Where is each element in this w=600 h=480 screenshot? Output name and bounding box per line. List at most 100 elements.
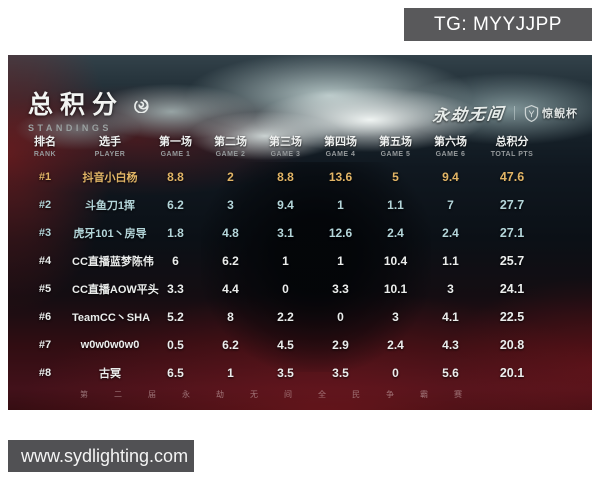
player-name-cell: 古冥	[99, 368, 121, 380]
column-header-game-1: 第一场 GAME 1	[148, 133, 203, 158]
column-header-zh: 第三场	[269, 136, 302, 148]
game-score-cell: 8.8	[277, 170, 294, 184]
column-header-en: TOTAL PTS	[490, 151, 534, 158]
game-score-cell: 10.4	[383, 254, 408, 268]
game-score-cell: 2.2	[277, 310, 294, 324]
standings-table-body: #1 抖音小白杨 8.8 2 8.8 13.6 5 9.4 47.6 #2 斗鱼刀1挥 6.2 3 9.4…	[8, 163, 592, 387]
game-score-cell: 1	[227, 366, 234, 380]
game-score-cell: 1.8	[167, 226, 184, 240]
standings-row: #8 古冥 6.5 1 3.5 3.5 0 5.6 20.1	[8, 359, 592, 387]
page-title: 总积分	[28, 91, 125, 119]
game-score-cell: 0	[282, 282, 289, 296]
game-score-cell: 2.9	[332, 338, 349, 352]
game-score-cell: 6.5	[167, 366, 184, 380]
player-name-cell: w0w0w0w0	[80, 339, 140, 351]
page-subtitle: STANDINGS	[28, 123, 112, 133]
column-header-zh: 总积分	[495, 136, 529, 148]
game-score-cell: 9.4	[277, 198, 294, 212]
rank-cell: #5	[38, 283, 52, 295]
website-watermark-text: www.sydlighting.com	[21, 445, 189, 466]
standings-header-row: 排名 RANK 选手 PLAYER 第一场 GAME 1 第二场 GAME 2 第三场 GAME …	[8, 133, 592, 158]
logo-divider	[514, 106, 515, 120]
game-score-cell: 4.5	[277, 338, 294, 352]
game-score-cell: 4.8	[222, 226, 239, 240]
game-score-cell: 2.4	[442, 226, 459, 240]
total-points-cell: 24.1	[499, 282, 525, 296]
rank-cell: #8	[38, 367, 52, 379]
game-score-cell: 10.1	[383, 282, 408, 296]
website-watermark-badge: www.sydlighting.com	[8, 440, 194, 472]
column-header-en: GAME 5	[380, 151, 411, 158]
game-score-cell: 7	[447, 198, 454, 212]
game-score-cell: 5	[392, 170, 399, 184]
player-name-cell: 抖音小白杨	[82, 172, 138, 184]
game-score-cell: 1	[337, 198, 344, 212]
column-header-game-4: 第四场 GAME 4	[313, 133, 368, 158]
game-score-cell: 3	[392, 310, 399, 324]
standings-row: #7 w0w0w0w0 0.5 6.2 4.5 2.9 2.4 4.3 20.8	[8, 331, 592, 359]
column-header-total-pts: 总积分 TOTAL PTS	[478, 133, 546, 158]
standings-row: #2 斗鱼刀1挥 6.2 3 9.4 1 1.1 7 27.7	[8, 191, 592, 219]
naraka-game-logo: 永劫无间	[431, 103, 506, 126]
game-score-cell: 0.5	[167, 338, 184, 352]
rank-cell: #2	[38, 199, 52, 211]
rank-cell: #7	[38, 339, 52, 351]
game-score-cell: 0	[337, 310, 344, 324]
game-score-cell: 6	[172, 254, 179, 268]
total-points-cell: 25.7	[499, 254, 525, 268]
column-header-zh: 选手	[99, 136, 121, 148]
total-points-cell: 20.8	[499, 338, 525, 352]
game-score-cell: 6.2	[222, 254, 239, 268]
swirl-icon	[134, 98, 149, 113]
column-header-zh: 第六场	[434, 136, 467, 148]
player-name-cell: 虎牙101丶房导	[73, 228, 147, 240]
total-points-cell: 27.1	[499, 226, 525, 240]
column-header-zh: 第一场	[159, 136, 192, 148]
game-score-cell: 4.1	[442, 310, 459, 324]
game-score-cell: 6.2	[222, 338, 239, 352]
shield-icon	[524, 104, 539, 122]
total-points-cell: 20.1	[499, 366, 525, 380]
game-score-cell: 3	[447, 282, 454, 296]
column-header-game-3: 第三场 GAME 3	[258, 133, 313, 158]
game-score-cell: 5.2	[167, 310, 184, 324]
game-score-cell: 3.3	[332, 282, 349, 296]
game-score-cell: 9.4	[442, 170, 459, 184]
game-score-cell: 3	[227, 198, 234, 212]
column-header-en: GAME 4	[325, 151, 356, 158]
game-score-cell: 1.1	[387, 198, 404, 212]
column-header-game-6: 第六场 GAME 6	[423, 133, 478, 158]
standings-row: #6 TeamCC丶SHA 5.2 8 2.2 0 3 4.1 22.5	[8, 303, 592, 331]
rank-cell: #6	[38, 311, 52, 323]
game-score-cell: 13.6	[328, 170, 353, 184]
game-score-cell: 3.1	[277, 226, 294, 240]
title-block: 总积分 STANDINGS	[28, 85, 149, 133]
game-score-cell: 3.5	[277, 366, 294, 380]
game-score-cell: 2	[227, 170, 234, 184]
standings-row: #1 抖音小白杨 8.8 2 8.8 13.6 5 9.4 47.6	[8, 163, 592, 191]
column-header-zh: 排名	[34, 136, 56, 148]
column-header-game-5: 第五场 GAME 5	[368, 133, 423, 158]
column-header-zh: 第四场	[324, 136, 357, 148]
column-header-en: PLAYER	[94, 151, 126, 158]
game-score-cell: 5.6	[442, 366, 459, 380]
column-header-zh: 第五场	[379, 136, 412, 148]
telegram-watermark-text: TG: MYYJJPP	[434, 13, 562, 35]
column-header-en: GAME 2	[215, 151, 246, 158]
game-score-cell: 2.4	[387, 226, 404, 240]
game-score-cell: 1.1	[442, 254, 459, 268]
rank-cell: #4	[38, 255, 52, 267]
standings-broadcast-graphic: 总积分 STANDINGS 永劫无间 惊鲵杯 排名 RANK 选手 PLAYER 第一场…	[8, 55, 592, 410]
event-cup-name: 惊鲵杯	[542, 108, 578, 120]
standings-row: #3 虎牙101丶房导 1.8 4.8 3.1 12.6 2.4 2.4 27.1	[8, 219, 592, 247]
game-score-cell: 1	[337, 254, 344, 268]
game-score-cell: 2.4	[387, 338, 404, 352]
game-score-cell: 1	[282, 254, 289, 268]
column-header-game-2: 第二场 GAME 2	[203, 133, 258, 158]
column-header-zh: 第二场	[214, 136, 247, 148]
player-name-cell: 斗鱼刀1挥	[84, 200, 136, 212]
rank-cell: #3	[38, 227, 52, 239]
game-score-cell: 3.5	[332, 366, 349, 380]
game-score-cell: 4.3	[442, 338, 459, 352]
rank-cell: #1	[38, 171, 52, 183]
